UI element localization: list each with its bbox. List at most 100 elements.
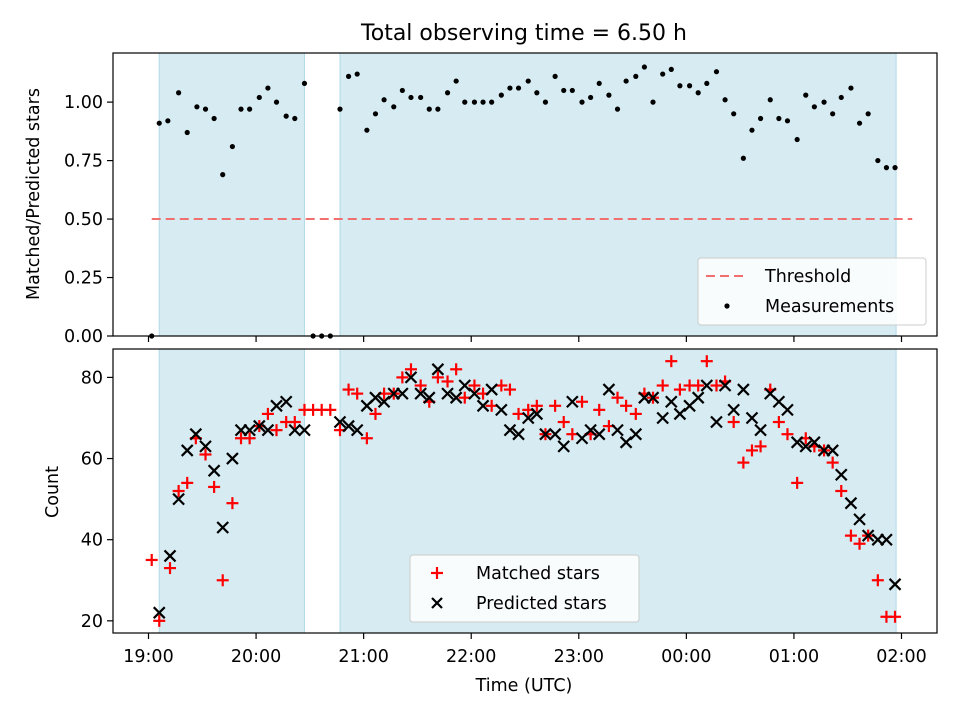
measurement-point <box>156 120 162 126</box>
top-legend: Threshold Measurements <box>697 257 927 326</box>
bottom-legend-box <box>409 554 640 623</box>
predicted-stars-points <box>152 363 902 619</box>
predicted-star-point <box>790 436 804 449</box>
measurement-point <box>453 78 459 84</box>
measurement-point <box>283 113 289 119</box>
matched-star-point <box>208 480 221 493</box>
predicted-star-point <box>270 399 283 413</box>
matched-star-point <box>153 614 166 627</box>
predicted-star-point <box>468 387 481 400</box>
x-axis-label: Time (UTC) <box>475 676 573 696</box>
predicted-star-point <box>207 464 221 477</box>
matched-star-point <box>673 383 686 396</box>
legend-matched-swatch <box>431 567 443 579</box>
matched-star-point <box>745 444 758 457</box>
predicted-star-point <box>298 423 311 437</box>
measurement-point <box>498 92 504 98</box>
predicted-star-point <box>279 395 293 409</box>
matched-star-point <box>826 456 839 469</box>
measurement-point <box>606 92 612 98</box>
predicted-star-point <box>404 371 418 384</box>
measurement-point <box>614 106 621 112</box>
measurement-point <box>542 99 549 105</box>
predicted-star-point <box>584 423 597 437</box>
measurement-point <box>784 118 791 124</box>
bottom-axes-frame <box>112 348 938 634</box>
measurement-point <box>381 97 387 103</box>
matched-star-point <box>710 379 723 392</box>
matched-star-point <box>243 432 256 445</box>
measurement-point <box>713 69 720 75</box>
measurement-point <box>892 165 898 171</box>
x-tick-label: 02:00 <box>876 647 926 667</box>
measurement-point <box>579 99 585 105</box>
matched-star-point <box>835 485 848 497</box>
matched-star-point <box>754 440 767 453</box>
measurement-point <box>794 136 800 143</box>
predicted-star-point <box>737 383 750 396</box>
predicted-star-point <box>512 427 525 441</box>
measurement-point <box>695 90 701 96</box>
measurement-point <box>220 172 226 178</box>
measurement-point <box>704 80 710 87</box>
bottom-y-tick-label: 40 <box>81 531 103 551</box>
measurement-point <box>165 118 171 124</box>
measurement-point <box>238 106 244 112</box>
measurement-point <box>418 94 424 101</box>
predicted-star-point <box>665 395 678 409</box>
matched-star-point <box>216 574 229 587</box>
measurement-point <box>435 106 441 112</box>
measurement-point <box>633 73 639 79</box>
x-tick-label: 19:00 <box>123 647 173 667</box>
predicted-star-point <box>377 395 391 409</box>
predicted-star-point <box>180 444 194 457</box>
predicted-star-point <box>396 387 409 400</box>
predicted-star-point <box>530 407 544 421</box>
measurement-point <box>660 71 666 77</box>
measurement-point <box>767 97 773 103</box>
predicted-star-point <box>539 427 552 441</box>
predicted-star-point <box>350 423 364 437</box>
measurement-point <box>391 104 397 110</box>
measurement-point <box>489 99 495 105</box>
predicted-star-point <box>172 492 185 506</box>
matched-star-point <box>164 562 177 575</box>
predicted-star-point <box>152 606 166 619</box>
predicted-star-point <box>745 411 759 425</box>
matched-star-point <box>495 379 508 392</box>
x-tick-label: 23:00 <box>554 647 604 667</box>
predicted-star-point <box>619 436 633 449</box>
predicted-star-point <box>449 391 463 404</box>
predicted-star-point <box>853 513 866 526</box>
matched-star-point <box>342 383 355 396</box>
predicted-star-point <box>431 363 445 376</box>
matched-star-point <box>844 529 857 542</box>
matched-star-point <box>549 399 562 412</box>
top-axes-frame <box>112 52 938 337</box>
matched-star-point <box>270 424 283 437</box>
predicted-star-point <box>557 440 571 453</box>
predicted-star-point <box>521 411 535 425</box>
measurement-point <box>345 73 352 79</box>
measurement-point <box>811 104 817 110</box>
matched-star-point <box>889 610 902 623</box>
measurement-point <box>301 80 308 87</box>
matched-star-point <box>369 407 382 420</box>
predicted-star-point <box>189 427 203 441</box>
predicted-star-point <box>503 423 517 437</box>
measurement-point <box>848 85 854 91</box>
predicted-star-point <box>656 411 669 425</box>
measurement-point <box>641 64 648 70</box>
matched-star-point <box>700 355 713 368</box>
measurement-point <box>821 99 827 105</box>
predicted-star-point <box>888 578 902 591</box>
matched-star-point <box>512 407 525 420</box>
measurement-point <box>856 120 863 126</box>
predicted-star-point <box>781 403 794 417</box>
predicted-star-point <box>441 387 454 400</box>
predicted-star-point <box>861 529 875 542</box>
measurement-point <box>740 155 746 161</box>
x-tick-label: 20:00 <box>231 647 281 667</box>
matched-star-point <box>593 403 606 416</box>
